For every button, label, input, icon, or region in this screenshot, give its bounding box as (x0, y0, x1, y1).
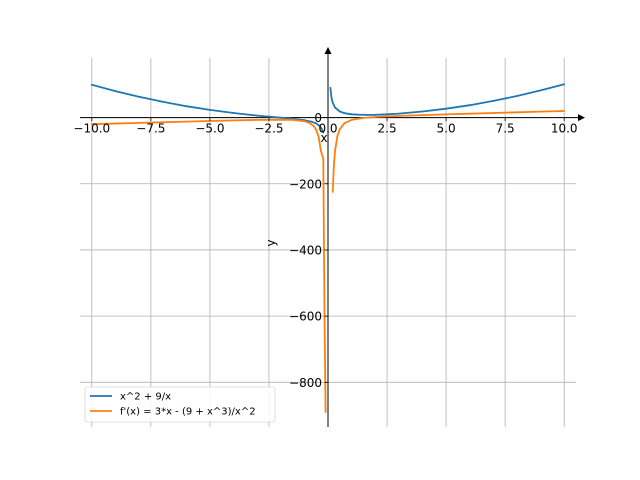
series-0-point-25 (374, 113, 377, 116)
series-1-point-0 (90, 123, 93, 126)
legend-label-0: x^2 + 9/x (120, 392, 171, 403)
series-0-point-28 (421, 110, 424, 113)
series-1-point-18 (334, 149, 336, 152)
series-1-point-11 (317, 135, 320, 138)
series-1-point-28 (445, 113, 447, 116)
series-1-point-26 (398, 115, 400, 117)
series-0-point-4 (185, 105, 188, 108)
series-0-point-14 (321, 128, 323, 131)
series-0-point-19 (334, 106, 336, 109)
series-1-point-13 (322, 158, 325, 160)
series-1-point-9 (312, 125, 315, 128)
y-tick-label-0: 0 (314, 111, 322, 125)
x-tick-label-5: 2.5 (378, 122, 397, 136)
series-0-line-left (91, 83, 325, 133)
legend-frame (84, 386, 276, 423)
series-1-point-30 (492, 112, 495, 114)
series-1-point-2 (185, 120, 188, 123)
series-1-point-15 (324, 411, 327, 413)
series-1-line-left (91, 118, 327, 413)
axes (80, 47, 585, 427)
series-0-point-1 (114, 90, 117, 92)
series-1-point-10 (315, 128, 318, 131)
series-0-point-17 (330, 96, 333, 99)
series-0-point-26 (386, 113, 388, 116)
x-axis-label: x (320, 131, 327, 145)
series-1-point-4 (256, 119, 258, 121)
series-1-point-29 (468, 112, 471, 115)
series-0-point-23 (357, 113, 360, 116)
x-tick-label-4: 0.0 (318, 122, 337, 136)
series-0-point-6 (232, 112, 235, 114)
x-tick-label-2: −5.0 (195, 122, 224, 136)
series-1-point-33 (563, 110, 566, 112)
series-0-point-29 (445, 107, 447, 110)
series-0-point-15 (322, 131, 325, 134)
x-tick-label-3: −2.5 (254, 122, 283, 136)
series-0-point-8 (279, 116, 282, 119)
series-1-point-32 (539, 110, 542, 113)
series-0 (90, 83, 566, 134)
series-0-point-33 (539, 89, 542, 92)
legend: x^2 + 9/x f'(x) = 3*x - (9 + x^3)/x^2 (84, 386, 276, 423)
series-1-point-17 (333, 164, 335, 167)
series-1-point-19 (336, 135, 339, 137)
series-0-point-24 (366, 114, 368, 116)
series-0-point-27 (398, 112, 400, 115)
series-1-point-20 (338, 128, 341, 131)
series-1-point-8 (308, 121, 310, 124)
series-1-point-25 (386, 115, 388, 118)
x-tick-label-6: 5.0 (437, 122, 456, 136)
series-1-point-7 (303, 120, 306, 123)
series-1-point-6 (291, 119, 294, 121)
series-0-point-11 (310, 120, 313, 123)
series-0-point-21 (343, 112, 346, 115)
series-0-point-0 (90, 83, 93, 86)
series-0-point-18 (331, 101, 334, 104)
series-1-point-31 (516, 111, 518, 114)
y-tick-label-4: −800 (289, 376, 322, 390)
series-0-point-22 (350, 113, 353, 116)
series-0-point-3 (161, 100, 164, 103)
series-0-point-31 (492, 100, 495, 102)
series-0-point-12 (315, 122, 318, 125)
tick-group: −10.0 −7.5 −5.0 −2.5 0.0 2.5 5.0 7.5 10.0 0 −200 −4… (73, 111, 577, 390)
y-tick-label-1: −200 (289, 177, 322, 191)
series-0-point-16 (329, 86, 332, 89)
series-1-line-right (331, 110, 565, 193)
series-0-line-right (329, 83, 565, 116)
series-1-point-16 (331, 191, 334, 193)
series-1-point-21 (343, 122, 346, 125)
series-1-point-27 (421, 114, 424, 116)
series-0-point-13 (318, 125, 321, 127)
series-1-point-1 (138, 122, 140, 124)
series-0-point-30 (468, 104, 471, 107)
legend-label-1: f'(x) = 3*x - (9 + x^3)/x^2 (120, 407, 256, 418)
series-1-point-3 (232, 119, 235, 122)
series-0-point-2 (138, 95, 140, 98)
y-tick-label-2: −400 (289, 243, 322, 257)
y-axis-label: y (264, 239, 278, 246)
x-tick-label-7: 7.5 (496, 122, 515, 136)
series-1-point-5 (279, 118, 282, 121)
series-1-point-12 (320, 150, 322, 152)
series-0-point-5 (209, 109, 211, 111)
series-0-point-7 (256, 114, 258, 117)
series-1-point-24 (374, 116, 377, 118)
series-0-point-32 (516, 95, 518, 97)
y-tick-label-3: −600 (289, 310, 322, 324)
series-1-point-22 (350, 119, 353, 121)
series-0-point-20 (338, 110, 341, 113)
series-1-point-23 (362, 117, 365, 119)
x-axis-arrow (578, 114, 585, 122)
series-0-point-34 (563, 83, 566, 86)
y-axis-arrow (324, 47, 332, 54)
x-tick-label-1: −7.5 (136, 122, 165, 136)
x-tick-label-8: 10.0 (551, 122, 578, 136)
x-tick-label-0: −10.0 (73, 122, 110, 136)
